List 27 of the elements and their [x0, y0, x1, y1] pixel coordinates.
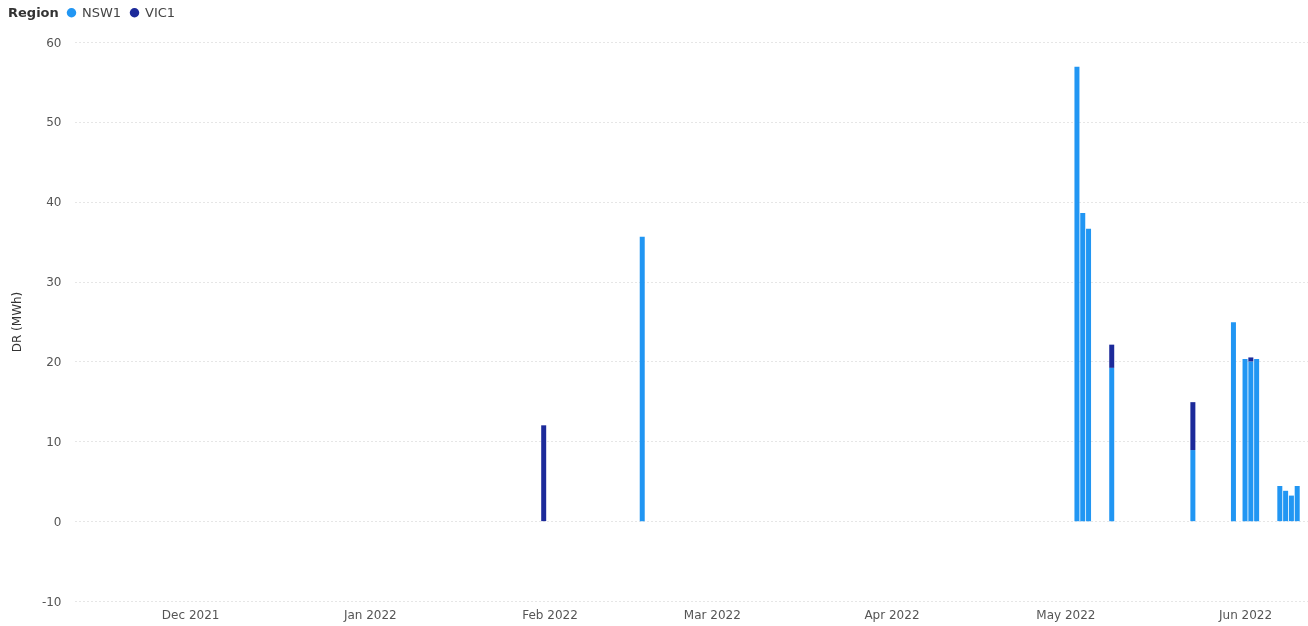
x-tick-label: May 2022: [1036, 607, 1096, 622]
y-tick-label: 10: [46, 434, 62, 449]
x-tick-label: Jan 2022: [342, 607, 397, 622]
legend-label: VIC1: [145, 4, 176, 20]
y-tick-label: 30: [46, 275, 62, 290]
bar: [1248, 357, 1254, 362]
legend-title: Region: [8, 5, 59, 20]
bar: [1109, 367, 1115, 522]
bar: [1190, 402, 1196, 451]
x-tick-label: Jun 2022: [1217, 607, 1273, 622]
y-tick-label: -10: [41, 594, 62, 609]
y-tick-label: 60: [46, 35, 62, 50]
x-tick-label: Apr 2022: [864, 607, 920, 622]
bar: [1230, 322, 1236, 522]
y-axis-title: DR (MWh): [9, 291, 24, 353]
bar: [1190, 450, 1196, 522]
x-tick-label: Mar 2022: [683, 607, 741, 622]
bar: [639, 236, 645, 522]
x-tick-label: Dec 2021: [161, 607, 220, 622]
x-tick-label: Feb 2022: [522, 607, 578, 622]
y-tick-label: 0: [53, 514, 62, 529]
y-tick-label: 50: [46, 115, 62, 130]
y-tick-label: 40: [46, 195, 62, 210]
legend-label: NSW1: [82, 4, 122, 20]
y-tick-label: 20: [46, 354, 62, 369]
bar: [1109, 344, 1115, 368]
bar: [541, 425, 547, 522]
